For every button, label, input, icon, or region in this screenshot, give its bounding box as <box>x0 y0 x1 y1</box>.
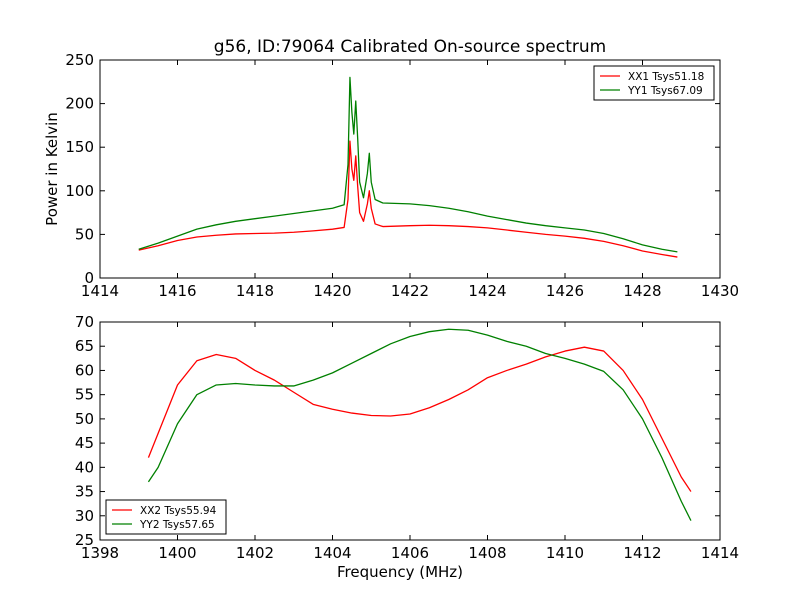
x-tick-label: 1416 <box>158 282 196 300</box>
y-tick-label: 100 <box>65 182 94 200</box>
y-tick-label: 200 <box>65 95 94 113</box>
chart-title: g56, ID:79064 Calibrated On-source spect… <box>214 37 606 57</box>
x-tick-label: 1426 <box>546 282 584 300</box>
x-tick-label: 1414 <box>701 544 739 562</box>
x-tick-label: 1406 <box>391 544 429 562</box>
x-tick-label: 1410 <box>546 544 584 562</box>
series-line-2 <box>147 328 692 521</box>
x-tick-label: 1430 <box>701 282 739 300</box>
x-tick-label: 1420 <box>313 282 351 300</box>
series-line-1 <box>138 140 678 258</box>
x-tick-label: 1428 <box>623 282 661 300</box>
y-tick-label: 65 <box>75 337 94 355</box>
lower-axes: 1398 1400 1402 1404 1406 1408 1410 1412 1414 25 30… <box>75 313 739 581</box>
x-tick-label: 1412 <box>623 544 661 562</box>
legend-label: YY2 Tsys57.65 <box>139 519 215 531</box>
x-tick-label: 1404 <box>313 544 351 562</box>
y-axis-label: Power in Kelvin <box>43 112 61 226</box>
legend-label: XX1 Tsys51.18 <box>628 71 704 83</box>
y-tick-label: 50 <box>75 225 94 243</box>
legend-label: YY1 Tsys67.09 <box>627 85 703 97</box>
series-line-1 <box>147 346 692 492</box>
x-axis-label: Frequency (MHz) <box>337 563 463 581</box>
legend-box <box>593 65 715 101</box>
y-tick-label: 70 <box>75 313 94 331</box>
x-tick-label: 1414 <box>81 282 119 300</box>
y-tick-label: 35 <box>75 483 94 501</box>
x-tick-label: 1408 <box>468 544 506 562</box>
series-line-2 <box>138 76 678 253</box>
x-tick-label: 1402 <box>236 544 274 562</box>
y-tick-label: 45 <box>75 434 94 452</box>
legend-label: XX2 Tsys55.94 <box>140 505 217 517</box>
x-tick-label: 1418 <box>236 282 274 300</box>
y-tick-label: 25 <box>75 531 94 549</box>
y-tick-label: 30 <box>75 507 94 525</box>
y-tick-label: 250 <box>65 51 94 69</box>
legend-box <box>105 499 227 535</box>
y-tick-label: 150 <box>65 138 94 156</box>
upper-axes: 1414 1416 1418 1420 1422 1424 1426 1428 1430 0 50 1… <box>43 51 739 300</box>
y-tick-label: 40 <box>75 458 94 476</box>
y-tick-label: 60 <box>75 361 94 379</box>
x-tick-label: 1400 <box>158 544 196 562</box>
y-tick-label: 55 <box>75 386 94 404</box>
y-tick-label: 50 <box>75 410 94 428</box>
x-tick-label: 1422 <box>391 282 429 300</box>
x-tick-label: 1424 <box>468 282 506 300</box>
y-tick-label: 0 <box>84 269 94 287</box>
x-tick-label: 1398 <box>81 544 119 562</box>
